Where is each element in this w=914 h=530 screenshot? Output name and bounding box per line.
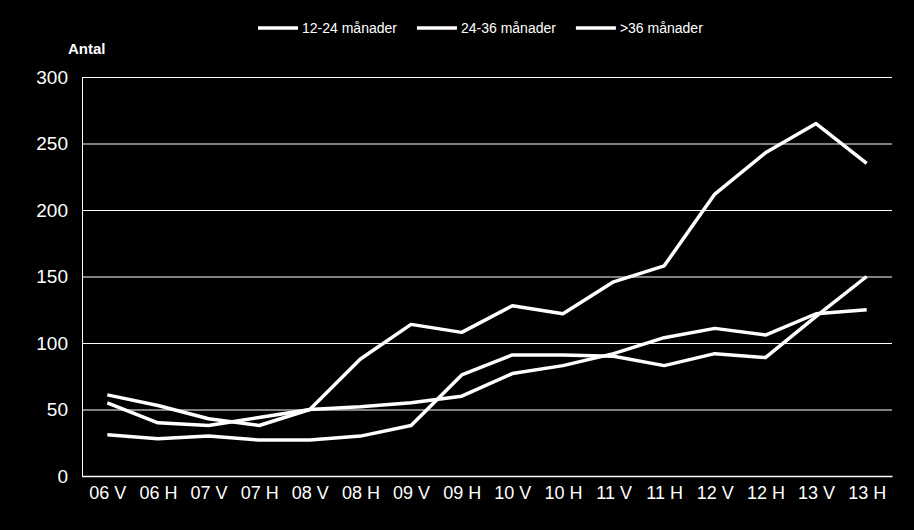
x-tick-label: 11 V <box>596 483 632 503</box>
x-tick-label: 10 H <box>544 483 582 503</box>
grid-line <box>82 210 892 211</box>
y-tick: 250 <box>36 133 892 154</box>
x-tick-label: 12 H <box>747 483 785 503</box>
series-group <box>107 124 866 441</box>
x-tick-label: 12 V <box>697 483 734 503</box>
x-tick-label: 08 V <box>292 483 329 503</box>
y-tick: 300 <box>36 67 892 88</box>
legend-item: >36 månader <box>576 20 703 36</box>
legend-swatch <box>576 26 616 30</box>
chart: 0 50 100 150 200 250 300 06 V 06 H 07 V 07 H 08 V 08… <box>0 0 914 530</box>
series-line <box>107 310 866 426</box>
legend-swatch <box>417 26 457 30</box>
x-axis: 06 V 06 H 07 V 07 H 08 V 08 H 09 V 09 H 10 V 10 H… <box>83 477 893 503</box>
grid-line <box>82 277 892 278</box>
x-tick: 07 V <box>191 483 228 503</box>
background <box>0 0 914 530</box>
grid-line <box>82 343 892 344</box>
y-tick: 200 <box>36 200 892 221</box>
x-tick: 09 H <box>443 483 481 503</box>
x-axis-line <box>83 476 893 478</box>
x-tick-label: 13 V <box>798 483 835 503</box>
legend-label: 12-24 månader <box>302 20 397 36</box>
y-axis-title: Antal <box>68 40 106 57</box>
x-tick-label: 09 V <box>393 483 430 503</box>
x-tick: 10 H <box>544 483 582 503</box>
x-tick: 13 H <box>848 483 886 503</box>
grid-line <box>82 77 892 78</box>
y-tick-label: 150 <box>36 266 68 287</box>
x-tick-label: 07 H <box>241 483 279 503</box>
series-line <box>107 124 866 426</box>
x-tick-label: 06 V <box>89 483 126 503</box>
x-tick: 10 V <box>494 483 531 503</box>
legend-swatch <box>258 26 298 30</box>
series-line <box>107 277 866 441</box>
grid-line <box>82 410 892 411</box>
legend: 12-24 månader 24-36 månader >36 månader <box>258 20 703 36</box>
x-tick: 11 V <box>596 483 632 503</box>
legend-label: 24-36 månader <box>461 20 556 36</box>
y-axis: 0 50 100 150 200 250 300 <box>36 67 892 487</box>
y-tick-label: 300 <box>36 67 68 88</box>
legend-label: >36 månader <box>620 20 703 36</box>
y-tick-label: 100 <box>36 333 68 354</box>
x-tick: 08 H <box>342 483 380 503</box>
y-tick-label: 0 <box>57 466 68 487</box>
grid-line <box>82 476 892 477</box>
x-tick: 13 V <box>798 483 835 503</box>
x-tick: 09 V <box>393 483 430 503</box>
y-tick: 150 <box>36 266 892 287</box>
x-tick-label: 06 H <box>139 483 177 503</box>
x-tick-label: 13 H <box>848 483 886 503</box>
x-tick-label: 08 H <box>342 483 380 503</box>
y-tick-label: 250 <box>36 133 68 154</box>
legend-item: 24-36 månader <box>417 20 556 36</box>
x-tick: 08 V <box>292 483 329 503</box>
x-tick: 06 H <box>139 483 177 503</box>
plot: 0 50 100 150 200 250 300 06 V 06 H 07 V 07 H 08 V 08… <box>36 67 892 503</box>
x-tick: 07 H <box>241 483 279 503</box>
x-tick: 06 V <box>89 483 126 503</box>
grid-line <box>82 144 892 145</box>
x-tick-label: 10 V <box>494 483 531 503</box>
x-tick: 11 H <box>646 483 683 503</box>
legend-item: 12-24 månader <box>258 20 397 36</box>
x-tick-label: 11 H <box>646 483 683 503</box>
x-tick-label: 09 H <box>443 483 481 503</box>
x-tick-label: 07 V <box>191 483 228 503</box>
y-tick-label: 50 <box>47 399 68 420</box>
x-tick: 12 H <box>747 483 785 503</box>
y-tick-label: 200 <box>36 200 68 221</box>
x-tick: 12 V <box>697 483 734 503</box>
